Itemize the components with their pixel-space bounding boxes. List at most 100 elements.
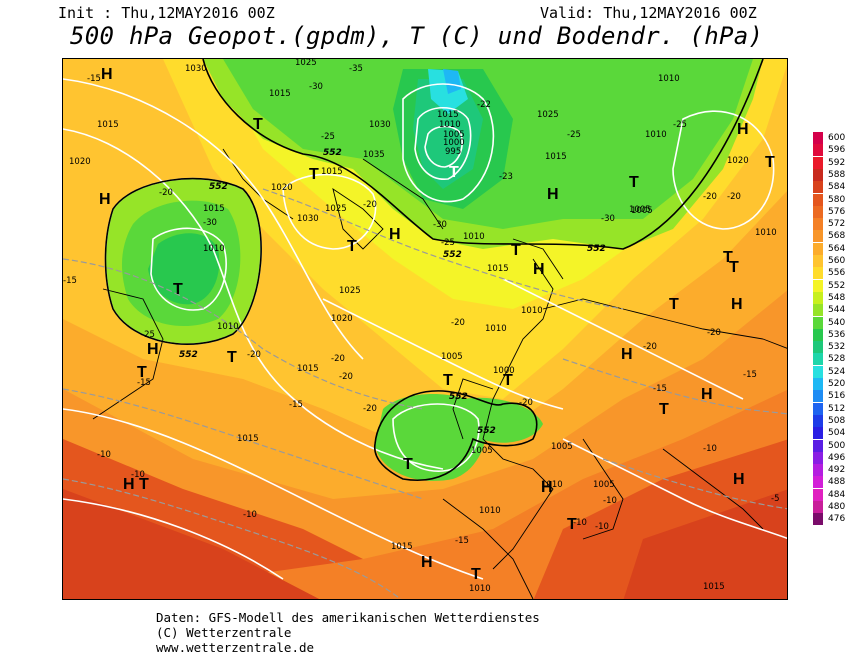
- svg-text:552: 552: [323, 148, 342, 158]
- low-label: T: [729, 259, 739, 276]
- svg-text:-20: -20: [707, 328, 721, 338]
- low-label: T: [173, 281, 183, 298]
- valid-time: Valid: Thu,12MAY2016 00Z: [540, 4, 757, 22]
- svg-text:1015: 1015: [703, 582, 725, 592]
- legend-swatch: [813, 488, 823, 501]
- legend-swatch: [813, 181, 823, 194]
- svg-text:1030: 1030: [369, 120, 391, 130]
- svg-text:1025: 1025: [295, 59, 317, 68]
- low-label: T: [309, 166, 319, 183]
- legend-swatch: [813, 291, 823, 304]
- svg-text:1015: 1015: [391, 542, 413, 552]
- isobar-labels: 1030 1025 1015 1020 1015 1030 1035 1015 …: [69, 59, 777, 594]
- chart-title: 500 hPa Geopot.(gpdm), T (C) und Bodendr…: [70, 22, 764, 50]
- svg-text:1020: 1020: [727, 156, 749, 166]
- high-label: H: [101, 66, 113, 83]
- legend-swatch: [813, 365, 823, 378]
- svg-text:1010: 1010: [217, 322, 239, 332]
- svg-text:1010: 1010: [755, 228, 777, 238]
- legend-label: 572: [828, 219, 846, 230]
- geopotential-labels: 552 552 552 552 552 552 552: [179, 148, 606, 436]
- svg-text:-5: -5: [771, 494, 779, 504]
- svg-text:-10: -10: [603, 496, 617, 506]
- svg-text:-35: -35: [349, 64, 363, 74]
- svg-text:1020: 1020: [69, 157, 91, 167]
- svg-text:1015: 1015: [487, 264, 509, 274]
- svg-text:995: 995: [445, 147, 461, 157]
- legend-label: 536: [828, 329, 846, 340]
- svg-text:-20: -20: [363, 404, 377, 414]
- high-label: H: [701, 386, 713, 403]
- low-label: T: [137, 364, 147, 381]
- svg-text:-15: -15: [455, 536, 469, 546]
- svg-text:1005: 1005: [441, 352, 463, 362]
- svg-text:1015: 1015: [97, 120, 119, 130]
- legend-swatch: [813, 218, 823, 231]
- legend-label: 580: [828, 194, 846, 205]
- legend-swatch: [813, 156, 823, 169]
- legend-label: 532: [828, 342, 846, 353]
- svg-text:-20: -20: [643, 342, 657, 352]
- svg-text:-20: -20: [519, 398, 533, 408]
- legend-swatch: [813, 513, 823, 526]
- legend-label: 544: [828, 305, 846, 316]
- svg-text:1005: 1005: [631, 206, 653, 216]
- svg-text:-15: -15: [87, 74, 101, 84]
- legend-label: 556: [828, 268, 846, 279]
- svg-text:-30: -30: [203, 218, 217, 228]
- low-label: T: [669, 296, 679, 313]
- svg-text:1005: 1005: [443, 130, 465, 140]
- svg-text:-15: -15: [653, 384, 667, 394]
- svg-text:-20: -20: [703, 192, 717, 202]
- low-label: T: [659, 401, 669, 418]
- low-label: T: [503, 372, 513, 389]
- legend-swatch: [813, 316, 823, 329]
- svg-text:-15: -15: [63, 276, 77, 286]
- legend-label: 512: [828, 403, 846, 414]
- low-label: T: [139, 476, 149, 493]
- legend-swatch: [813, 378, 823, 390]
- legend-label: 500: [828, 440, 846, 451]
- low-label: T: [471, 566, 481, 583]
- high-label: H: [731, 296, 743, 313]
- high-label: H: [99, 191, 111, 208]
- svg-text:-23: -23: [499, 172, 513, 182]
- legend-swatch: [813, 193, 823, 206]
- svg-text:-15: -15: [743, 370, 757, 380]
- svg-text:-15: -15: [289, 400, 303, 410]
- svg-text:1015: 1015: [297, 364, 319, 374]
- svg-text:-10: -10: [595, 522, 609, 532]
- svg-text:1010: 1010: [463, 232, 485, 242]
- svg-text:1010: 1010: [521, 306, 543, 316]
- legend-swatch: [813, 205, 823, 218]
- svg-text:1010: 1010: [541, 480, 563, 490]
- footer-url: www.wetterzentrale.de: [156, 640, 315, 655]
- footer-source: Daten: GFS-Modell des amerikanischen Wet…: [156, 610, 540, 625]
- high-label: H: [547, 186, 559, 203]
- legend-label: 560: [828, 256, 846, 266]
- init-time: Init : Thu,12MAY2016 00Z: [58, 4, 275, 22]
- legend-swatch: [813, 132, 823, 144]
- high-label: H: [621, 346, 633, 363]
- svg-text:1010: 1010: [469, 584, 491, 594]
- svg-text:1015: 1015: [321, 167, 343, 177]
- low-label: T: [227, 349, 237, 366]
- svg-text:-20: -20: [331, 354, 345, 364]
- svg-text:-10: -10: [243, 510, 257, 520]
- legend-swatch: [813, 242, 823, 255]
- svg-text:-30: -30: [601, 214, 615, 224]
- high-label: H: [147, 341, 159, 358]
- legend-label: 480: [828, 502, 846, 512]
- legend-swatch: [813, 304, 823, 317]
- high-label: H: [733, 471, 745, 488]
- svg-text:1015: 1015: [237, 434, 259, 444]
- svg-text:1020: 1020: [271, 183, 293, 193]
- legend-label: 528: [828, 354, 846, 365]
- svg-text:1035: 1035: [363, 150, 385, 160]
- legend-label: 600: [828, 133, 846, 143]
- legend-label: 508: [828, 415, 846, 426]
- legend-swatch: [813, 501, 823, 513]
- legend-label: 552: [828, 280, 846, 291]
- isobars: [63, 78, 787, 580]
- legend-label: 504: [828, 428, 846, 439]
